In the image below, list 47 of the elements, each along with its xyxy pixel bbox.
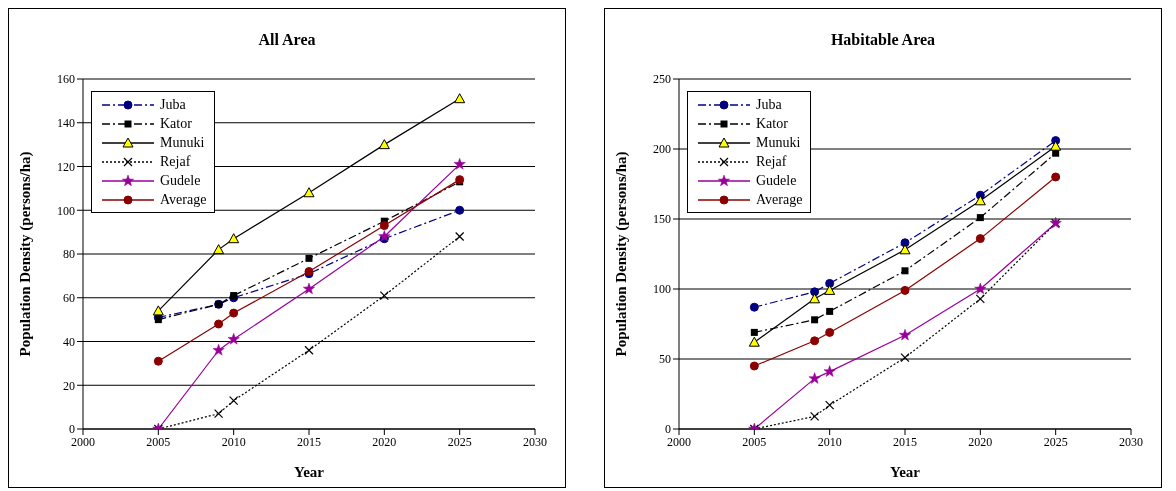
y-tick-label: 150 xyxy=(653,212,671,227)
y-tick-label: 60 xyxy=(63,291,75,306)
legend-label: Average xyxy=(160,191,207,208)
y-axis-title: Population Density (persons/ha) xyxy=(17,151,35,357)
x-tick-label: 2015 xyxy=(893,434,917,449)
y-tick-label: 140 xyxy=(57,116,75,131)
legend-label: Gudele xyxy=(756,172,797,189)
x-tick-label: 2005 xyxy=(742,434,767,449)
y-tick-label: 250 xyxy=(653,72,671,87)
x-axis-title: Year xyxy=(294,464,325,480)
x-tick-label: 2025 xyxy=(447,434,472,449)
y-tick-label: 160 xyxy=(57,72,75,87)
y-tick-label: 200 xyxy=(653,142,671,157)
y-tick-label: 100 xyxy=(57,203,75,218)
y-tick-label: 100 xyxy=(653,282,671,297)
x-tick-label: 2000 xyxy=(667,434,691,449)
y-tick-label: 0 xyxy=(665,422,671,437)
x-tick-label: 2000 xyxy=(71,434,95,449)
legend-label: Juba xyxy=(160,96,186,113)
x-tick-label: 2030 xyxy=(523,434,547,449)
x-tick-label: 2020 xyxy=(968,434,993,449)
y-axis-title: Population Density (persons/ha) xyxy=(613,151,631,357)
x-tick-label: 2005 xyxy=(146,434,171,449)
y-tick-label: 0 xyxy=(69,422,75,437)
y-tick-label: 20 xyxy=(63,378,75,393)
y-tick-label: 120 xyxy=(57,159,75,174)
legend-label: Kator xyxy=(756,115,788,132)
legend-label: Juba xyxy=(756,96,782,113)
x-tick-label: 2030 xyxy=(1119,434,1143,449)
legend-label: Rejaf xyxy=(160,153,191,170)
x-tick-label: 2015 xyxy=(297,434,321,449)
legend-label: Average xyxy=(756,191,803,208)
legend-label: Kator xyxy=(160,115,192,132)
y-tick-label: 50 xyxy=(659,352,671,367)
legend-label: Gudele xyxy=(160,172,201,189)
chart-title: All Area xyxy=(257,31,317,49)
x-tick-label: 2010 xyxy=(221,434,246,449)
y-tick-label: 80 xyxy=(63,247,75,262)
legend-label: Rejaf xyxy=(756,153,787,170)
legend-label: Munuki xyxy=(756,134,801,151)
legend-label: Munuki xyxy=(160,134,205,151)
x-tick-label: 2025 xyxy=(1043,434,1068,449)
y-tick-label: 40 xyxy=(63,334,75,349)
x-tick-label: 2020 xyxy=(372,434,397,449)
chart-title: Habitable Area xyxy=(829,31,937,49)
x-axis-title: Year xyxy=(890,464,921,480)
x-tick-label: 2010 xyxy=(817,434,842,449)
